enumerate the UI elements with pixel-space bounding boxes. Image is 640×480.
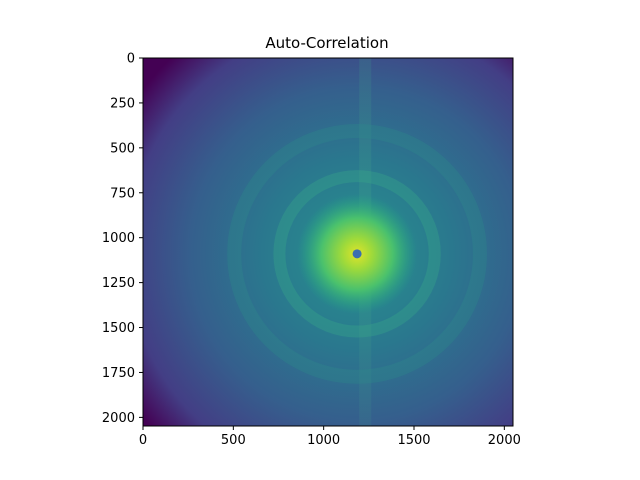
x-tick-label: 2000 <box>488 433 521 448</box>
chart-title: Auto-Correlation <box>265 34 388 52</box>
y-tick-label: 1750 <box>102 366 135 381</box>
y-tick-label: 1500 <box>102 321 135 336</box>
y-tick-label: 2000 <box>102 411 135 426</box>
y-tick-label: 500 <box>110 141 135 156</box>
plot-frame <box>142 57 514 427</box>
heatmap-image <box>143 58 513 426</box>
y-tick-label: 1250 <box>102 276 135 291</box>
x-tick-label: 500 <box>221 433 246 448</box>
x-tick-label: 1000 <box>307 433 340 448</box>
y-tick-label: 750 <box>110 186 135 201</box>
y-tick-label: 0 <box>127 52 135 67</box>
x-axis: 0 500 1000 1500 2000 <box>139 426 521 448</box>
x-tick-label: 1500 <box>397 433 430 448</box>
y-tick-label: 250 <box>110 96 135 111</box>
correlation-ring-inner <box>273 170 441 338</box>
peak-marker <box>352 249 362 259</box>
x-tick-label: 0 <box>139 433 147 448</box>
correlation-ring-outer <box>227 124 487 384</box>
y-tick-label: 1000 <box>102 231 135 246</box>
y-axis: 0 250 500 750 1000 1250 1500 1750 2000 <box>102 52 143 426</box>
